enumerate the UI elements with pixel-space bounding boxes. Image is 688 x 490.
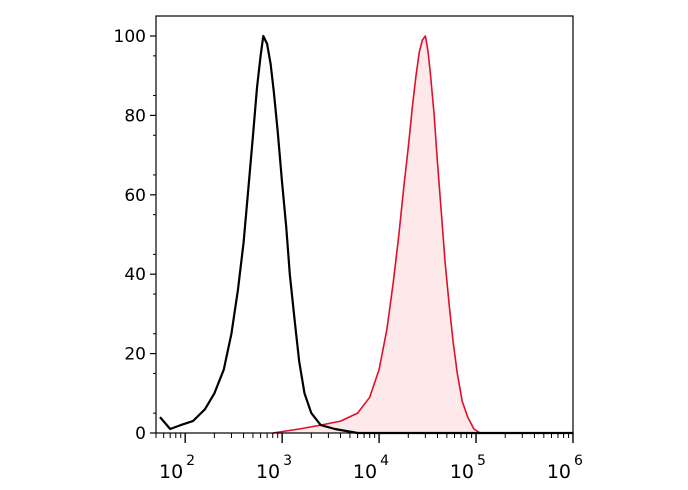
y-tick-label: 60	[124, 186, 146, 206]
series-1-line	[272, 35, 481, 434]
x-tick-label-base: 10	[256, 461, 280, 483]
x-tick-label-exp: 2	[186, 453, 195, 469]
x-tick-label-exp: 6	[574, 453, 583, 469]
x-tick-label-base: 10	[450, 461, 474, 483]
x-tick-label-exp: 3	[283, 453, 292, 469]
x-tick-label-exp: 4	[380, 453, 389, 469]
series-layer	[159, 34, 573, 435]
plot-frame	[155, 15, 574, 434]
series-0-line	[159, 34, 573, 435]
y-tick-label: 0	[135, 424, 146, 444]
x-tick-label-exp: 5	[477, 453, 486, 469]
y-tick-label: 20	[124, 345, 146, 365]
x-tick-label-base: 10	[353, 461, 377, 483]
y-tick-label: 80	[124, 106, 146, 126]
x-tick-label-base: 10	[159, 461, 183, 483]
y-tick-label: 100	[114, 27, 146, 47]
x-tick-label-base: 10	[547, 461, 571, 483]
series-1-area	[272, 36, 481, 433]
y-tick-label: 40	[124, 265, 146, 285]
